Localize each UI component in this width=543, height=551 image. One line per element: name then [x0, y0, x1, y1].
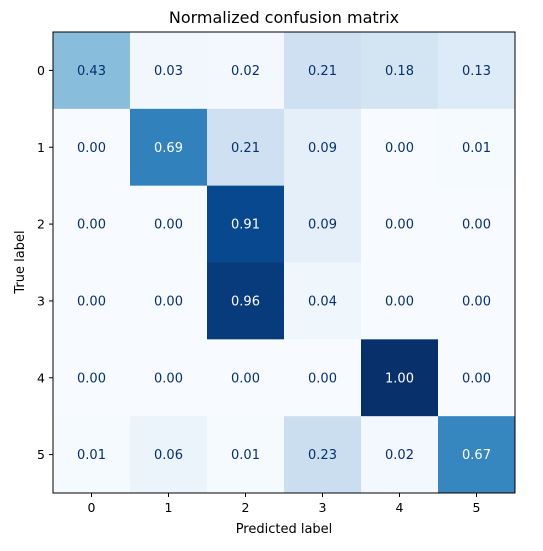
cell-value-label: 0.21 [231, 141, 260, 156]
cell-value-label: 1.00 [385, 371, 414, 386]
cell-value-label: 0.01 [231, 448, 260, 463]
cell-value-label: 0.02 [385, 448, 414, 463]
heatmap-cells [53, 32, 516, 494]
cell-value-label: 0.02 [231, 64, 260, 79]
cell-value-label: 0.23 [308, 448, 337, 463]
y-axis-ticks: 0 1 2 3 4 5 [37, 63, 53, 462]
x-axis-label: Predicted label [236, 522, 333, 537]
cell-value-label: 0.21 [308, 64, 337, 79]
cell-value-label: 0.09 [308, 218, 337, 233]
heatmap-cell [207, 339, 285, 417]
heatmap-cell [130, 262, 208, 340]
chart-title: Normalized confusion matrix [169, 8, 399, 27]
cell-value-label: 0.00 [77, 371, 106, 386]
cell-value-label: 0.00 [154, 218, 183, 233]
heatmap-cell [438, 32, 516, 110]
x-tick-label: 0 [88, 500, 96, 515]
cell-value-label: 0.00 [77, 218, 106, 233]
cell-value-label: 0.00 [385, 141, 414, 156]
x-tick-label: 3 [319, 500, 327, 515]
cell-value-label: 0.00 [462, 218, 491, 233]
heatmap-cell [438, 185, 516, 263]
heatmap-cell [361, 262, 439, 340]
cell-value-label: 0.00 [385, 294, 414, 309]
heatmap-cell [130, 108, 208, 187]
heatmap-cell [53, 185, 131, 263]
cell-value-label: 0.00 [231, 371, 260, 386]
cell-value-label: 0.13 [462, 64, 491, 79]
heatmap-cell [207, 416, 285, 494]
heatmap-cell [438, 262, 516, 340]
heatmap-cell [361, 32, 439, 110]
cell-value-label: 0.01 [462, 141, 491, 156]
y-tick-label: 5 [37, 447, 45, 462]
cell-value-label: 0.00 [77, 141, 106, 156]
heatmap-cell [284, 185, 362, 263]
cell-value-label: 0.04 [308, 294, 337, 309]
heatmap-cell [207, 108, 285, 187]
x-axis-ticks: 0 1 2 3 4 5 [88, 493, 481, 515]
y-tick-label: 1 [37, 140, 45, 155]
heatmap-cell [284, 262, 362, 340]
cell-value-label: 0.96 [231, 294, 260, 309]
cell-value-label: 0.09 [308, 141, 337, 156]
cell-value-label: 0.00 [154, 371, 183, 386]
cell-value-label: 0.00 [385, 218, 414, 233]
cell-value-label: 0.00 [462, 294, 491, 309]
heatmap-cell [207, 262, 285, 340]
x-tick-label: 4 [396, 500, 404, 515]
heatmap-cell-labels: 0.43 0.03 0.02 0.21 0.18 0.13 0.00 0.69 0.21 0.09… [77, 64, 491, 463]
heatmap-cell [284, 108, 362, 187]
cell-value-label: 0.67 [462, 448, 491, 463]
cell-value-label: 0.00 [308, 371, 337, 386]
heatmap-cell [361, 416, 439, 494]
y-tick-label: 3 [37, 293, 45, 308]
cell-value-label: 0.69 [154, 141, 183, 156]
x-tick-label: 5 [473, 500, 481, 515]
y-tick-label: 0 [37, 63, 45, 78]
cell-value-label: 0.00 [462, 371, 491, 386]
heatmap-cell [438, 339, 516, 417]
cell-value-label: 0.00 [77, 294, 106, 309]
y-tick-label: 4 [37, 370, 45, 385]
y-axis-label: True label [13, 230, 28, 294]
cell-value-label: 0.18 [385, 64, 414, 79]
heatmap-cell [53, 339, 131, 417]
plot-frame [52, 31, 516, 494]
heatmap-cell [130, 32, 208, 110]
cell-value-label: 0.06 [154, 448, 183, 463]
heatmap-cell [361, 339, 439, 417]
cell-value-label: 0.01 [77, 448, 106, 463]
heatmap-cell [207, 32, 285, 110]
cell-value-label: 0.00 [154, 294, 183, 309]
heatmap-cell [284, 339, 362, 417]
heatmap-cell [361, 108, 439, 187]
heatmap-cell [130, 339, 208, 417]
x-tick-label: 2 [242, 500, 250, 515]
cell-value-label: 0.43 [77, 64, 106, 79]
heatmap-cell [284, 416, 362, 494]
heatmap-cell [130, 416, 208, 494]
heatmap-cell [53, 32, 131, 110]
heatmap-cell [53, 416, 131, 494]
y-tick-label: 2 [37, 217, 45, 232]
heatmap-cell [438, 416, 516, 494]
heatmap-cell [53, 108, 131, 187]
heatmap-cell [284, 32, 362, 110]
heatmap-cell [438, 108, 516, 187]
cell-value-label: 0.03 [154, 64, 183, 79]
x-tick-label: 1 [165, 500, 173, 515]
heatmap-cell [53, 262, 131, 340]
heatmap-cell [207, 185, 285, 263]
cell-value-label: 0.91 [231, 218, 260, 233]
heatmap-cell [130, 185, 208, 263]
heatmap-cell [361, 185, 439, 263]
